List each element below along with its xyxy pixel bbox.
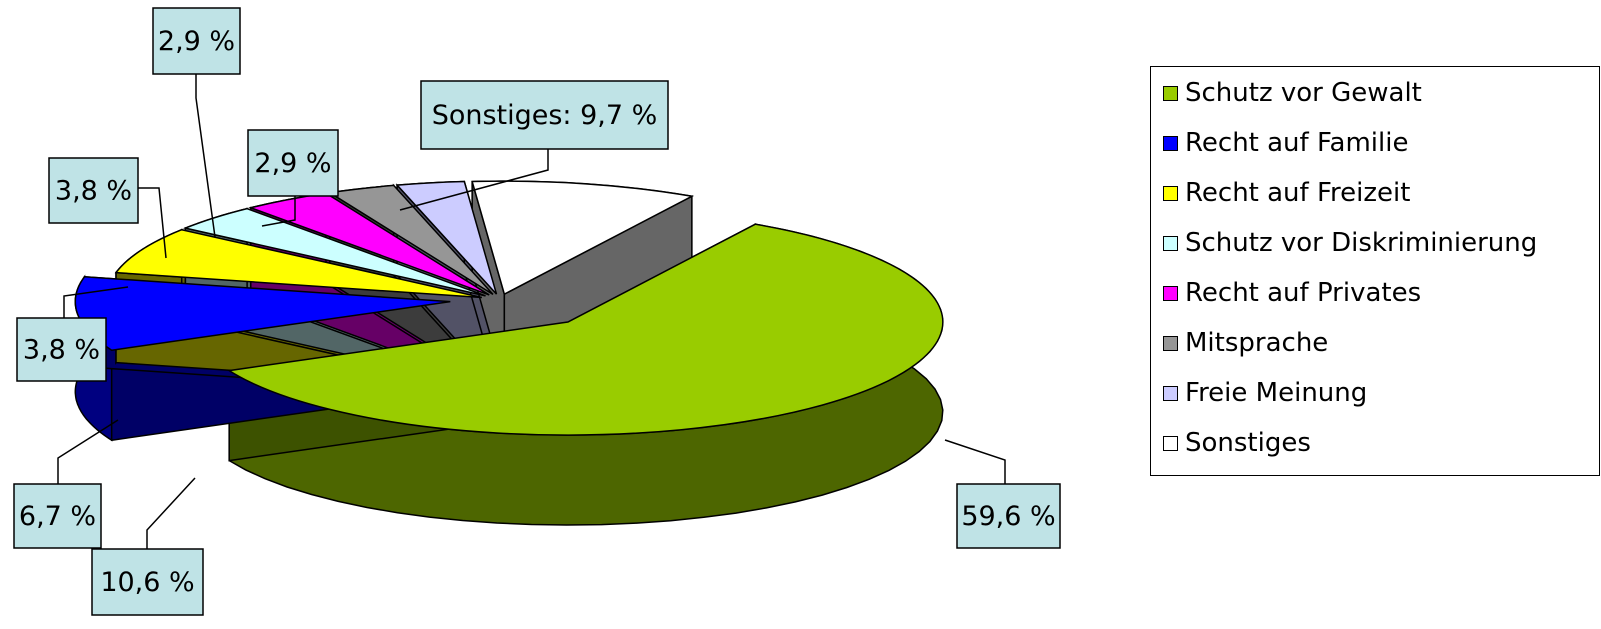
legend-label: Recht auf Freizeit (1185, 178, 1411, 208)
legend-item-recht-auf-familie: Recht auf Familie (1163, 123, 1408, 163)
legend: Schutz vor Gewalt Recht auf Familie Rech… (1150, 66, 1600, 476)
legend-swatch (1163, 385, 1178, 401)
legend-label: Mitsprache (1185, 328, 1329, 358)
data-label-box (48, 157, 139, 224)
leader-line (399, 149, 549, 211)
legend-item-sonstiges: Sonstiges (1163, 423, 1311, 463)
legend-swatch (1163, 435, 1178, 451)
pie-slice-schutz-vor-gewalt (227, 223, 944, 436)
data-label-box (13, 483, 102, 549)
data-label-box (956, 483, 1061, 549)
legend-swatch (1163, 285, 1178, 301)
data-label-box (91, 548, 204, 616)
pie-slice-sonstiges (471, 180, 695, 296)
legend-swatch (1163, 135, 1178, 151)
leader-line (63, 286, 129, 318)
legend-item-mitsprache: Mitsprache (1163, 323, 1328, 363)
data-label: Sonstiges: 9,7 % (432, 100, 658, 131)
leader-line (146, 477, 196, 549)
leader-line (138, 187, 167, 259)
legend-item-schutz-vor-gewalt: Schutz vor Gewalt (1163, 73, 1422, 113)
legend-label: Recht auf Familie (1185, 128, 1409, 158)
legend-label: Schutz vor Gewalt (1185, 78, 1422, 108)
legend-swatch (1163, 85, 1178, 101)
legend-label: Sonstiges (1185, 428, 1311, 458)
data-label: 10,6 % (100, 567, 194, 598)
legend-swatch (1163, 235, 1178, 251)
legend-label: Recht auf Privates (1185, 278, 1422, 308)
leader-line (57, 419, 119, 484)
pie-slice-recht-auf-freizeit (114, 228, 483, 299)
data-label-box (152, 7, 241, 75)
legend-item-schutz-vor-diskriminierung: Schutz vor Diskriminierung (1163, 223, 1537, 263)
leader-line (261, 196, 296, 227)
legend-item-freie-meinung: Freie Meinung (1163, 373, 1367, 413)
data-label: 3,8 % (23, 335, 100, 366)
leader-line (195, 74, 216, 238)
data-label: 2,9 % (254, 148, 331, 179)
legend-swatch (1163, 335, 1178, 351)
data-label: 3,8 % (55, 176, 132, 207)
legend-label: Schutz vor Diskriminierung (1185, 228, 1538, 258)
data-label: 2,9 % (158, 26, 235, 57)
data-label-box (247, 129, 339, 197)
legend-label: Freie Meinung (1185, 378, 1368, 408)
data-label-box (420, 80, 669, 150)
legend-item-recht-auf-privates: Recht auf Privates (1163, 273, 1421, 313)
legend-item-recht-auf-freizeit: Recht auf Freizeit (1163, 173, 1410, 213)
pie-slice-freie-meinung (395, 180, 498, 295)
pie-chart: 59,6 % 10,6 % 6,7 % 3,8 % 3,8 % 2,9 % 2,9 % Son… (13, 7, 1061, 616)
data-label: 59,6 % (961, 501, 1055, 532)
leader-line (944, 439, 1006, 484)
data-label: 6,7 % (19, 501, 96, 532)
legend-swatch (1163, 185, 1178, 201)
pie-slice-schutz-vor-diskriminierung (182, 207, 486, 297)
data-label-box (16, 317, 107, 382)
